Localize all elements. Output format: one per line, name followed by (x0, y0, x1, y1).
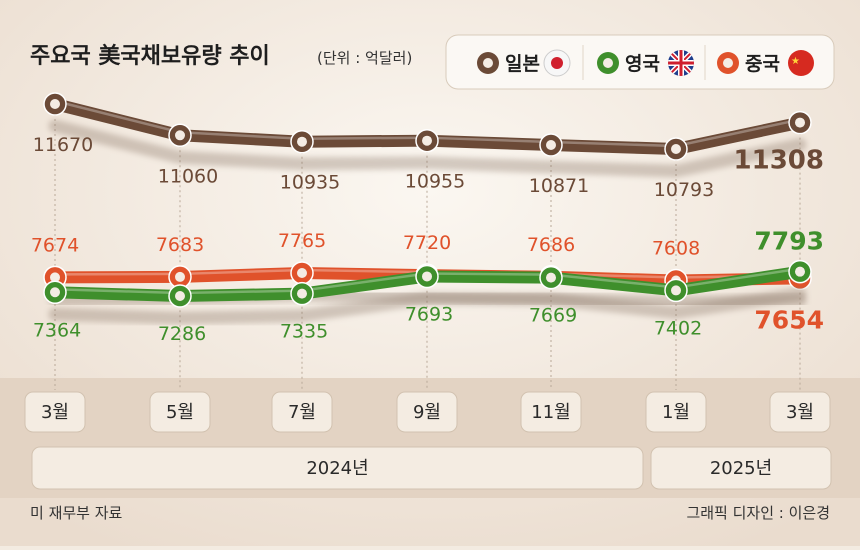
uk-point-core (671, 285, 681, 296)
uk-point-core (50, 287, 60, 298)
uk-data-label: 7286 (158, 323, 206, 345)
japan-data-label: 10793 (654, 179, 714, 201)
uk-point-core (297, 288, 307, 299)
legend: 일본 영국 (445, 34, 835, 90)
month-tick-box (769, 391, 831, 433)
year-band (650, 446, 832, 490)
month-tick-box (149, 391, 211, 433)
legend-label-uk: 영국 (625, 53, 660, 75)
month-tick-label: 7월 (288, 402, 316, 423)
uk-data-label: 7364 (33, 319, 81, 341)
china-data-label: 7683 (156, 234, 204, 256)
month-tick-label: 1월 (662, 402, 690, 423)
uk-data-label: 7793 (754, 227, 824, 256)
japan-data-label: 11308 (734, 146, 824, 176)
month-tick-label: 5월 (166, 402, 194, 423)
china-data-label: 7608 (652, 238, 700, 260)
japan-point-core (175, 130, 185, 141)
month-tick-box (24, 391, 86, 433)
china-marker-inner (723, 58, 733, 68)
legend-label-china: 중국 (745, 53, 780, 75)
japan-flag-icon (543, 49, 571, 77)
legend-item-japan: 일본 (477, 49, 571, 77)
uk-data-label: 7693 (405, 303, 453, 325)
uk-point-core (422, 271, 432, 282)
china-point-core (297, 268, 307, 278)
uk-point-core (175, 291, 185, 301)
china-data-label: 7654 (754, 305, 824, 334)
china-data-label: 7686 (527, 234, 575, 256)
japan-line-shadow (48, 119, 807, 178)
month-tick-label: 3월 (41, 402, 69, 423)
japan-data-label: 10935 (280, 172, 340, 194)
uk-flag-icon (668, 50, 694, 76)
year-label: 2024년 (306, 458, 368, 479)
japan-data-label: 10955 (405, 171, 465, 193)
japan-point-core (671, 144, 681, 154)
uk-point-core (546, 272, 556, 283)
x-axis: 3월 5월 7월 9월 11월 1월 3월 (24, 391, 831, 433)
month-tick-label: 9월 (413, 402, 441, 423)
year-axis: 2024년 2025년 (31, 446, 832, 490)
svg-text:★: ★ (791, 56, 800, 67)
chart-title: 주요국 美국채보유량 추이 (30, 43, 270, 69)
uk-point-core (795, 266, 805, 277)
uk-marker-inner (603, 58, 613, 68)
china-data-label: 7674 (31, 234, 79, 256)
china-data-label: 7720 (403, 232, 451, 254)
china-point-core (50, 272, 60, 283)
month-tick-box (520, 391, 582, 433)
uk-data-label: 7669 (529, 305, 577, 327)
legend-box (445, 34, 835, 90)
japan-point-core (297, 136, 307, 147)
japan-point-core (50, 99, 60, 109)
japan-marker-inner (483, 58, 493, 68)
legend-label-japan: 일본 (505, 53, 540, 75)
unit-label: (단위 : 억달러) (317, 49, 412, 67)
japan-data-label: 10871 (529, 175, 589, 197)
japan-data-label: 11060 (158, 165, 218, 187)
china-data-label: 7765 (278, 230, 326, 252)
uk-data-label: 7335 (280, 321, 328, 343)
data-label-layer: 11670 7364 7674 11060 7286 7683 10935 7335 7765 1… (31, 134, 824, 345)
legend-item-uk: 영국 (597, 50, 694, 76)
series-layer (43, 92, 812, 325)
japan-data-label: 11670 (33, 134, 93, 156)
japan-point-core (546, 139, 556, 150)
legend-item-china: 중국 ★ (717, 50, 814, 76)
japan-point-core (795, 117, 805, 128)
designer-credit: 그래픽 디자인 : 이은경 (686, 504, 830, 522)
month-tick-box (271, 391, 333, 433)
month-tick-box (396, 391, 458, 433)
japan-point-core (422, 135, 432, 146)
year-band (31, 446, 644, 490)
month-tick-label: 3월 (786, 402, 814, 423)
year-label: 2025년 (710, 458, 772, 479)
china-point-core (175, 271, 185, 282)
uk-line-shadow (48, 287, 807, 325)
uk-data-label: 7402 (654, 317, 702, 339)
month-tick-box (645, 391, 707, 433)
china-flag-icon: ★ (788, 50, 814, 76)
source-note: 미 재무부 자료 (30, 504, 123, 522)
month-tick-label: 11월 (531, 402, 570, 423)
